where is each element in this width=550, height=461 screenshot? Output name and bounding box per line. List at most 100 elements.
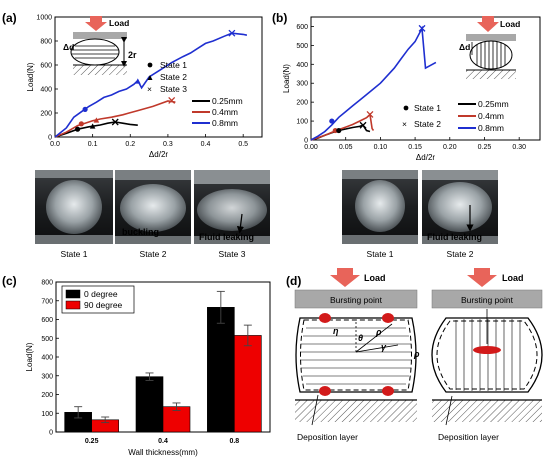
chart-c-legend-label: 0 degree: [84, 289, 118, 299]
chart-b-ytick-label: 0: [304, 138, 308, 145]
legend-b-state2: State 2: [414, 119, 441, 129]
legend-a-line3: 0.8mm: [212, 118, 238, 128]
inset-b-load-text: Load: [500, 19, 520, 29]
photo-a-state3: [194, 170, 270, 244]
schematic-right-burst: Bursting point: [461, 295, 514, 305]
chart-a-marker-circle: [78, 121, 84, 127]
chart-a-marker-triangle: [89, 123, 96, 129]
schematic-left-burst: Bursting point: [330, 295, 383, 305]
legend-b-state1: State 1: [414, 103, 441, 113]
inset-b: Load Δd: [459, 16, 520, 79]
inset-a-2r: 2r: [128, 50, 137, 60]
schematic-right-burst-dot: [473, 346, 501, 354]
chart-c: 0 100 200 300 400 500 600 700 800 Load(N) Wall thi…: [25, 280, 271, 457]
chart-b-ytick-label: 200: [296, 100, 308, 107]
schematic-left-ground: [295, 400, 417, 422]
schematic-left-rho2: ρ: [413, 349, 420, 359]
legend-a-state1-marker: [147, 62, 153, 68]
schematic-left-load: Load: [364, 273, 386, 283]
inset-a-delta: Δd: [63, 42, 74, 52]
legend-a-state3-marker: ×: [147, 84, 152, 94]
chart-a-marker-circle: [74, 126, 81, 132]
chart-c-bar: [207, 307, 235, 433]
schematic-left-eta: η: [333, 326, 339, 336]
schematic-right-capsule: [431, 317, 543, 393]
legend-a-state2: State 2: [160, 72, 187, 82]
chart-a-marker-cross: [228, 29, 236, 37]
chart-b-xtick-label: 0.25: [478, 144, 492, 151]
panel-c-label: (c): [2, 274, 17, 288]
inset-a-capsule: [70, 38, 120, 66]
chart-a-xlabel: Δd/2r: [149, 150, 168, 159]
inset-b-delta: Δd: [459, 42, 470, 52]
inset-a-ground: [73, 65, 127, 75]
photo-a-buckling: buckling: [122, 227, 159, 237]
chart-b-xtick-label: 0.20: [443, 144, 457, 151]
chart-b-series-line-1: [310, 112, 375, 141]
legend-b-line2: 0.4mm: [478, 111, 504, 121]
schematic-left-deposition: Deposition layer: [297, 432, 358, 442]
chart-b-ytick-label: 400: [296, 62, 308, 69]
chart-c-xlabel: Wall thickness(mm): [128, 448, 198, 457]
schematic-left-rho1: ρ: [375, 327, 382, 337]
photo-b-state1: [342, 170, 418, 244]
schematic-right-plate: [431, 289, 543, 309]
chart-c-ytick-label: 0: [49, 430, 53, 437]
photo-b-state2: [422, 170, 498, 244]
panel-d-label: (d): [286, 274, 301, 288]
photo-b-caption-2: State 2: [447, 249, 474, 259]
chart-a-ytick-label: 200: [40, 111, 52, 118]
chart-b-marker-circle: [336, 127, 342, 134]
chart-b-xtick-label: 0.15: [408, 144, 422, 151]
schematic-left: Load Bursting point η θ ρ γ ρ Deposition: [294, 268, 420, 442]
chart-b-ylabel: Load(N): [282, 64, 291, 93]
chart-c-legend-swatch: [65, 300, 81, 310]
chart-c-ylabel: Load(N): [25, 342, 34, 371]
chart-c-ytick-label: 500: [41, 336, 53, 343]
legend-a-state3: State 3: [160, 84, 187, 94]
chart-a-xtick-label: 0.0: [50, 141, 60, 148]
chart-a: 0.0 0.1 0.2 0.3 0.4 0.5 0 200 400 600 800 1000 Δd/2r…: [26, 15, 263, 159]
chart-c-bar: [135, 376, 164, 433]
schematic-left-plate: [294, 289, 418, 309]
chart-c-bar: [162, 406, 191, 433]
chart-b-marker-cross: [359, 121, 367, 129]
chart-b-marker-cross: [366, 110, 374, 118]
chart-c-ytick-label: 600: [41, 317, 53, 324]
chart-b-xtick-label: 0.10: [374, 144, 388, 151]
legend-a-state1: State 1: [160, 60, 187, 70]
inset-a-hlines: [72, 45, 118, 59]
photo-a-caption-2: State 2: [140, 249, 167, 259]
schematic-right-load-arrow: [467, 268, 497, 287]
chart-b-ytick-label: 300: [296, 81, 308, 88]
schematic-left-theta: θ: [358, 333, 363, 343]
svg-text:×: ×: [402, 119, 407, 129]
inset-a-load-arrow: [85, 16, 107, 31]
chart-b-axes-frame: [310, 16, 541, 141]
schematic-left-gamma: γ: [381, 342, 387, 352]
chart-a-xtick-label: 0.4: [201, 141, 211, 148]
chart-c-category-label: 0.8: [229, 438, 239, 445]
chart-a-marker-circle: [82, 106, 88, 112]
photo-a-fluid-leaking: Fluid leaking: [199, 232, 254, 242]
schematic-right-ground: [432, 400, 542, 422]
inset-a: Load Δd 2r: [63, 16, 137, 75]
inset-a-load-text: Load: [109, 18, 129, 28]
inset-b-vlines: [476, 41, 506, 69]
chart-a-series-line-1: [54, 100, 176, 138]
photo-b-caption-1: State 1: [367, 249, 394, 259]
chart-a-series-line-0: [54, 121, 138, 138]
chart-b-marker-circle: [329, 118, 335, 124]
chart-c-ytick-label: 800: [41, 280, 53, 287]
panel-a-label: (a): [2, 11, 17, 25]
chart-b: 0.00 0.05 0.10 0.15 0.20 0.25 0.30 0 100 200 300 40…: [282, 16, 541, 162]
chart-c-legend-swatch: [65, 289, 81, 299]
panel-b-label: (b): [272, 11, 287, 25]
chart-a-xtick-label: 0.1: [88, 141, 98, 148]
chart-c-bar: [234, 335, 262, 433]
chart-b-xtick-label: 0.00: [304, 144, 318, 151]
chart-b-xtick-label: 0.30: [512, 144, 526, 151]
chart-c-ytick-label: 700: [41, 298, 53, 305]
chart-a-marker-triangle: [93, 117, 100, 123]
